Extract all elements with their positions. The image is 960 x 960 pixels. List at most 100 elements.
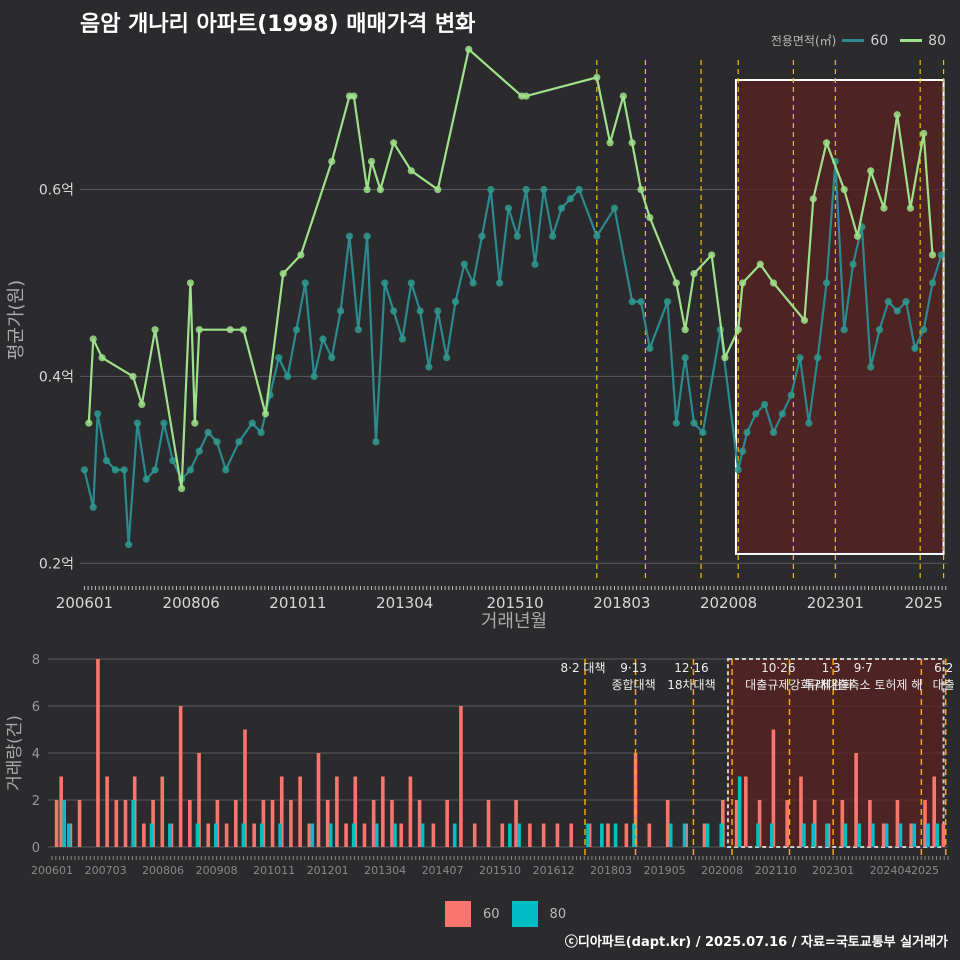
data-point-60	[911, 344, 919, 352]
x-axis-title: 거래년월	[481, 611, 547, 632]
data-point-60	[496, 279, 504, 287]
data-point-60	[102, 456, 111, 465]
policy-label-1: 9·13	[620, 661, 647, 675]
bar-80	[374, 823, 379, 847]
bar-80	[705, 823, 710, 847]
policy-label-0: 8·2 대책	[561, 660, 606, 675]
data-point-80	[129, 372, 137, 381]
data-point-60	[275, 354, 283, 362]
bar-60	[744, 776, 748, 847]
bar-60	[923, 800, 927, 847]
bar-60	[647, 823, 652, 847]
data-point-80	[98, 354, 106, 362]
bar-80	[613, 823, 618, 847]
data-point-80	[690, 270, 698, 278]
data-point-60	[319, 335, 327, 343]
data-point-60	[363, 232, 371, 240]
data-point-60	[743, 428, 751, 437]
data-point-80	[756, 260, 764, 268]
data-point-80	[867, 167, 875, 175]
data-point-80	[893, 111, 901, 119]
legend-bar-label-60: 60	[483, 906, 500, 922]
data-point-60	[761, 400, 769, 409]
bar-60	[335, 776, 339, 847]
data-point-60	[478, 232, 486, 240]
data-point-60	[301, 279, 309, 287]
data-point-80	[186, 279, 195, 287]
data-point-80	[738, 279, 747, 287]
data-point-60	[822, 279, 831, 287]
data-point-60	[434, 307, 442, 315]
data-point-60	[169, 456, 177, 465]
bar-x-tick-label: 201407	[422, 864, 464, 877]
bar-80	[328, 823, 333, 847]
policy-label-6: 6·2	[934, 661, 953, 675]
legend-bottom: 60 80	[445, 901, 566, 927]
data-point-80	[226, 326, 234, 334]
bar-x-tick-label: 2025	[911, 864, 939, 877]
bar-60	[279, 776, 284, 847]
bar-80	[719, 823, 724, 847]
bar-60	[224, 823, 229, 847]
data-point-60	[840, 326, 848, 334]
bar-highlight-region	[726, 658, 945, 848]
legend-bar-swatch-60	[445, 901, 471, 927]
data-point-80	[809, 195, 817, 203]
x-tick-label: 201803	[593, 594, 650, 612]
bar-60	[390, 800, 394, 847]
bar-x-tick-label: 202301	[812, 864, 854, 877]
bar-60	[854, 753, 858, 847]
legend-swatch-80	[900, 39, 923, 42]
bar-80	[168, 823, 172, 847]
data-point-80	[407, 167, 415, 175]
y-tick-label: 0.4억	[39, 369, 74, 385]
bar-60	[514, 800, 518, 847]
footer-credit: ⓒ디아파트(dapt.kr) / 2025.07.16 / 자료=국토교통부 실…	[564, 935, 948, 950]
data-point-60	[133, 419, 142, 427]
data-point-80	[376, 185, 384, 194]
data-point-60	[814, 354, 822, 362]
bar-60	[941, 823, 946, 847]
data-point-60	[94, 410, 102, 418]
bar-60	[665, 800, 670, 847]
bar-80	[241, 823, 246, 847]
bar-80	[420, 823, 425, 847]
bar-y-tick-label: 0	[32, 841, 40, 856]
bar-x-tick-label: 202404	[870, 864, 912, 877]
bar-80	[682, 823, 687, 847]
data-point-60	[89, 503, 97, 511]
data-point-60	[593, 232, 601, 240]
data-point-60	[663, 298, 672, 306]
bar-80	[278, 823, 282, 847]
bar-60	[840, 800, 845, 847]
bar-x-tick-label: 202110	[755, 864, 797, 877]
bar-80	[149, 823, 154, 847]
bar-80	[737, 776, 742, 847]
data-point-80	[606, 139, 614, 147]
bar-60	[178, 706, 183, 847]
bar-60	[868, 800, 872, 847]
data-point-80	[721, 354, 729, 362]
data-point-60	[557, 204, 566, 212]
bar-80	[62, 800, 66, 847]
policy-label-3: 대출규제강화	[745, 678, 811, 692]
bar-60	[77, 800, 82, 847]
data-point-80	[708, 251, 716, 259]
data-point-60	[213, 438, 221, 446]
data-point-80	[646, 213, 654, 222]
bar-60	[353, 776, 358, 847]
bar-60	[252, 823, 256, 847]
data-point-60	[222, 466, 230, 474]
data-point-80	[279, 270, 287, 278]
data-point-80	[85, 419, 93, 427]
data-point-60	[487, 185, 495, 194]
data-point-60	[549, 232, 557, 240]
bar-60	[243, 729, 247, 847]
data-point-80	[297, 251, 305, 259]
bar-80	[259, 823, 264, 847]
data-point-60	[637, 298, 645, 306]
x-tick-label: 201011	[269, 594, 326, 612]
data-point-60	[796, 354, 804, 362]
data-point-80	[840, 185, 848, 194]
